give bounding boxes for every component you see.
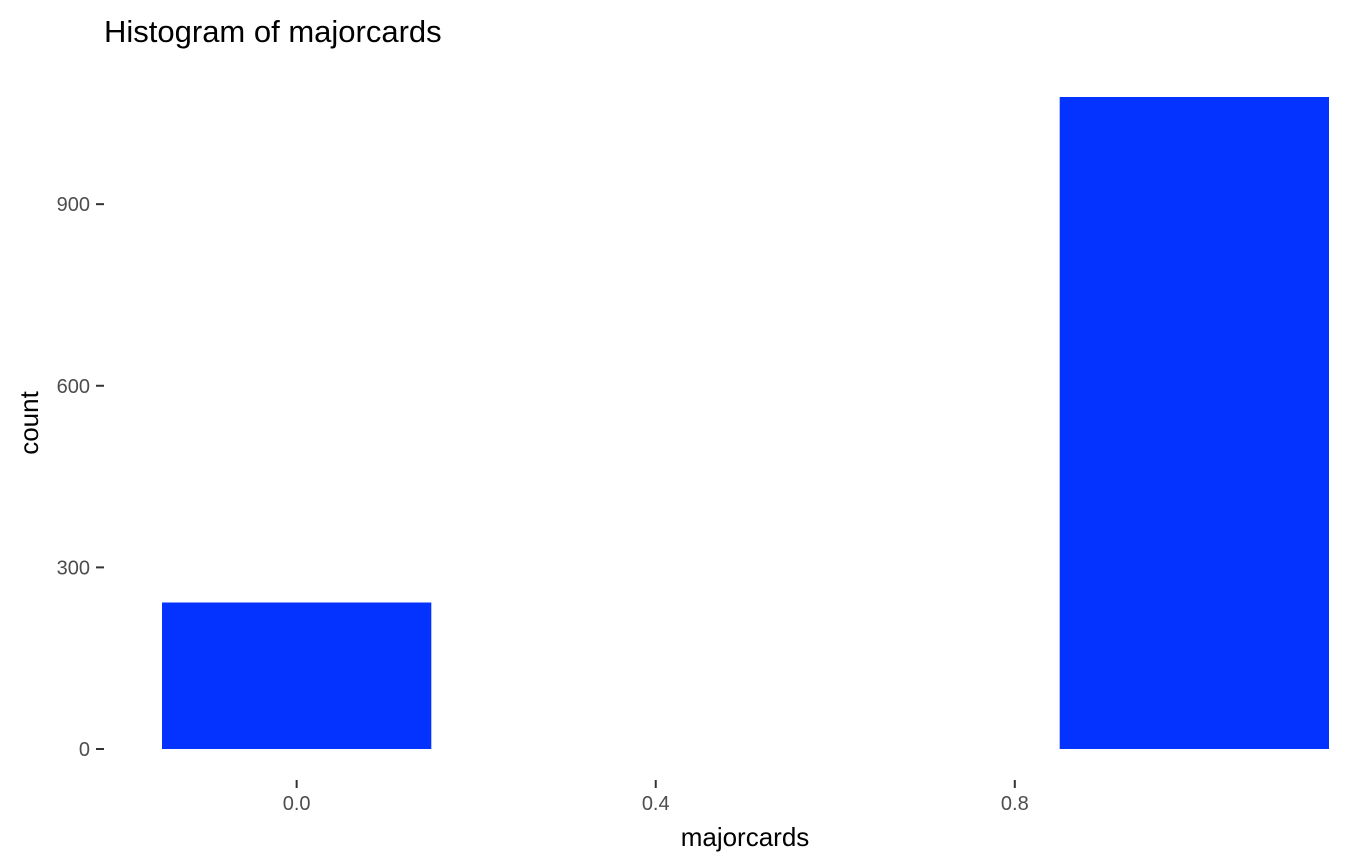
y-tick-label: 300 xyxy=(57,557,90,579)
x-tick-label: 0.4 xyxy=(642,793,670,815)
y-axis-title: count xyxy=(14,390,44,454)
y-tick-label: 900 xyxy=(57,194,90,216)
x-axis: 0.0 0.4 0.8 xyxy=(283,780,1029,815)
chart-title: Histogram of majorcards xyxy=(104,14,442,49)
histogram-bar-1 xyxy=(162,602,432,749)
y-tick-label: 0 xyxy=(79,739,90,761)
histogram-bar-2 xyxy=(1059,97,1329,749)
x-axis-title: majorcards xyxy=(681,822,810,852)
y-axis: 0 300 600 900 xyxy=(57,194,104,761)
x-tick-label: 0.8 xyxy=(1001,793,1029,815)
x-tick-label: 0.0 xyxy=(283,793,311,815)
bars xyxy=(162,97,1329,749)
y-tick-label: 600 xyxy=(57,376,90,398)
